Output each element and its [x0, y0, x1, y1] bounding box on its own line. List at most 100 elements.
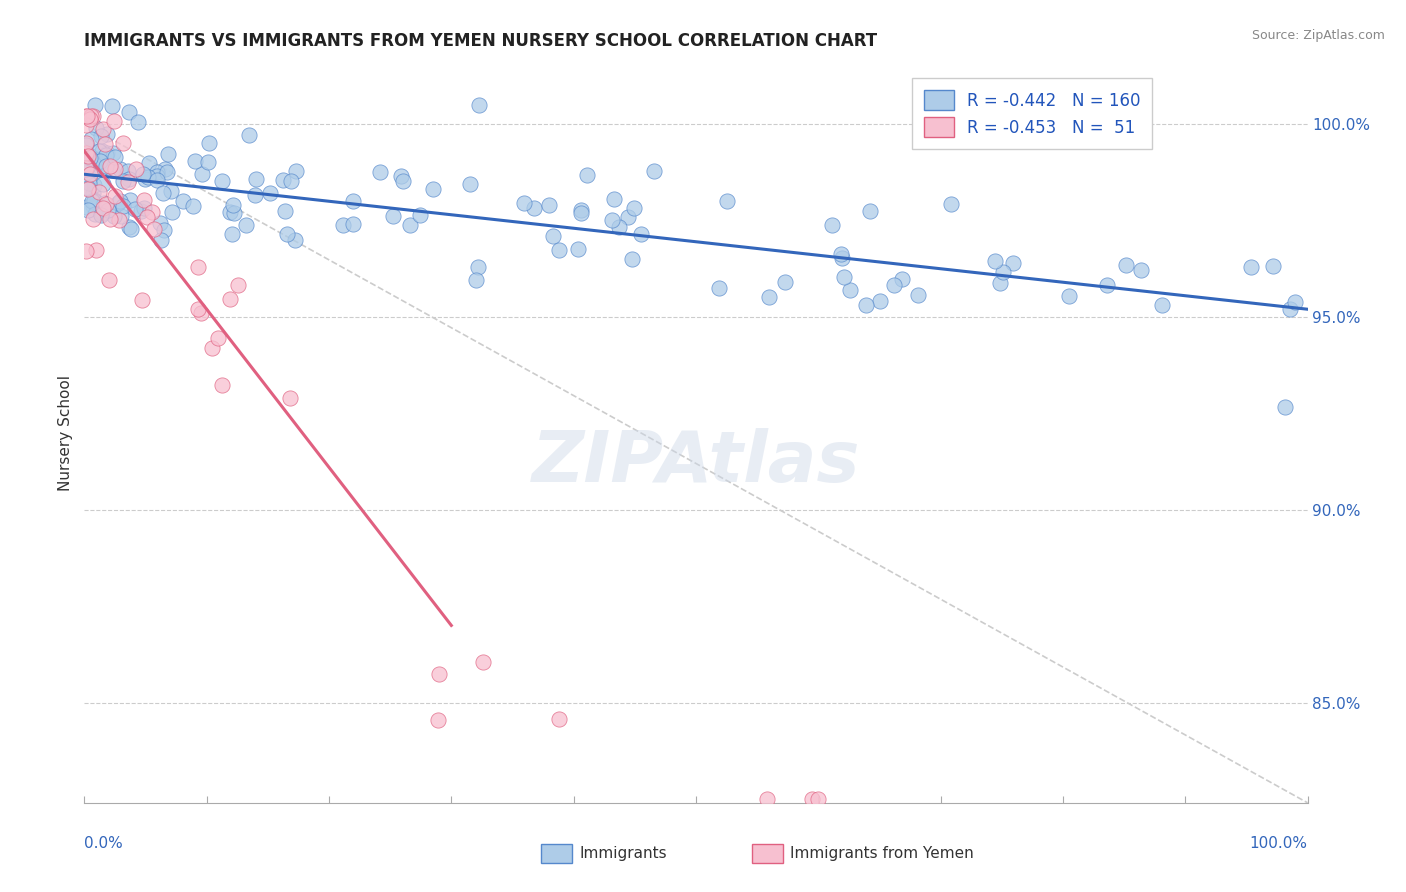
Point	[94, 147, 117, 161]
Point	[118, 104, 141, 119]
Point	[280, 174, 302, 188]
Point	[111, 136, 134, 150]
Point	[197, 154, 219, 169]
Point	[76, 148, 98, 162]
Point	[110, 209, 132, 223]
Point	[76, 110, 98, 124]
Legend: R = -0.442   N = 160, R = -0.453   N =  51: R = -0.442 N = 160, R = -0.453 N = 51	[912, 78, 1153, 149]
Point	[156, 164, 179, 178]
Point	[907, 288, 929, 302]
Point	[125, 162, 148, 177]
Point	[201, 341, 224, 355]
Point	[91, 121, 114, 136]
Point	[84, 120, 107, 135]
Point	[76, 164, 98, 178]
Point	[422, 182, 444, 196]
Point	[391, 174, 413, 188]
Point	[821, 218, 844, 232]
Point	[284, 233, 307, 247]
Point	[773, 275, 796, 289]
Point	[87, 144, 110, 158]
Point	[465, 273, 488, 287]
Point	[541, 228, 564, 243]
Point	[623, 201, 645, 215]
Point	[1115, 258, 1137, 272]
Point	[75, 118, 97, 132]
Point	[97, 273, 120, 287]
Point	[152, 186, 174, 201]
Point	[101, 146, 124, 161]
Text: Immigrants from Yemen: Immigrants from Yemen	[790, 847, 974, 861]
Point	[91, 206, 114, 220]
Point	[101, 163, 124, 178]
Point	[513, 195, 536, 210]
Point	[630, 227, 652, 241]
Point	[150, 233, 173, 247]
Point	[101, 99, 124, 113]
Point	[643, 164, 665, 178]
Point	[94, 159, 117, 173]
Point	[83, 194, 105, 208]
Point	[181, 199, 204, 213]
Point	[575, 168, 598, 182]
Point	[1150, 298, 1173, 312]
Point	[399, 218, 422, 232]
Point	[129, 203, 152, 218]
Point	[77, 176, 100, 190]
Point	[617, 210, 640, 224]
Point	[1130, 263, 1153, 277]
Point	[569, 206, 592, 220]
Point	[107, 212, 129, 227]
Point	[149, 216, 172, 230]
Point	[104, 162, 127, 177]
Point	[145, 169, 167, 183]
Point	[235, 219, 257, 233]
Point	[191, 168, 214, 182]
Point	[84, 207, 107, 221]
Point	[82, 199, 104, 213]
Point	[222, 206, 245, 220]
Point	[96, 197, 118, 211]
Point	[891, 272, 914, 286]
Point	[222, 198, 245, 212]
Point	[245, 171, 267, 186]
Point	[77, 181, 100, 195]
Point	[96, 145, 118, 160]
Point	[538, 197, 561, 211]
Point	[607, 220, 630, 235]
Point	[831, 251, 853, 265]
Point	[132, 193, 155, 207]
Point	[146, 165, 169, 179]
Point	[82, 186, 104, 200]
Point	[75, 110, 97, 124]
Point	[83, 161, 105, 175]
Point	[569, 202, 592, 217]
Point	[79, 167, 101, 181]
Point	[458, 178, 481, 192]
Point	[259, 186, 281, 201]
Point	[75, 162, 97, 177]
Point	[89, 154, 111, 169]
Point	[274, 204, 297, 219]
Point	[135, 210, 157, 224]
Point	[830, 247, 852, 261]
Point	[77, 182, 100, 196]
Point	[118, 171, 141, 186]
Point	[83, 193, 105, 207]
Text: ZIPAtlas: ZIPAtlas	[531, 428, 860, 497]
Point	[567, 242, 589, 256]
Point	[124, 202, 146, 216]
Point	[117, 164, 139, 178]
Point	[183, 153, 205, 168]
Point	[427, 666, 450, 681]
Point	[869, 293, 891, 308]
Point	[82, 212, 104, 227]
Point	[187, 260, 209, 274]
Text: Immigrants: Immigrants	[579, 847, 666, 861]
Text: IMMIGRANTS VS IMMIGRANTS FROM YEMEN NURSERY SCHOOL CORRELATION CHART: IMMIGRANTS VS IMMIGRANTS FROM YEMEN NURS…	[84, 32, 877, 50]
Point	[547, 712, 569, 726]
Point	[523, 201, 546, 215]
Point	[716, 194, 738, 208]
Point	[84, 243, 107, 257]
Point	[132, 167, 155, 181]
